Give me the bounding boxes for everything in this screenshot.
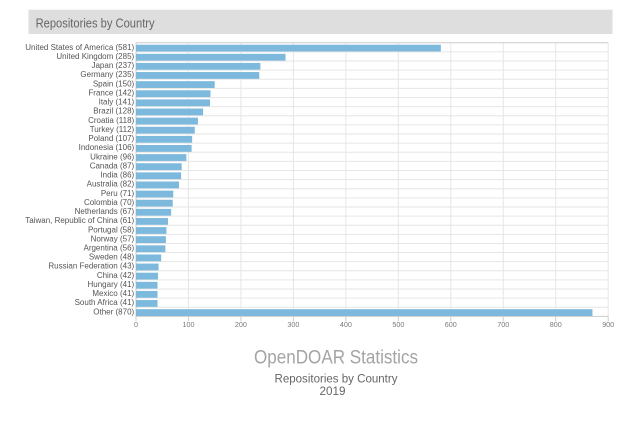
svg-text:Brazil (128): Brazil (128) — [93, 107, 134, 116]
svg-text:Other (870): Other (870) — [93, 307, 134, 316]
svg-text:Canada (87): Canada (87) — [90, 161, 135, 170]
svg-text:Japan (237): Japan (237) — [91, 61, 134, 70]
svg-text:United Kingdom (285): United Kingdom (285) — [56, 52, 134, 61]
svg-text:Turkey (112): Turkey (112) — [90, 125, 135, 134]
svg-text:Hungary (41): Hungary (41) — [88, 280, 135, 289]
svg-text:500: 500 — [392, 320, 404, 329]
svg-text:OpenDOAR Statistics: OpenDOAR Statistics — [254, 348, 418, 369]
svg-text:Croatia (118): Croatia (118) — [88, 116, 134, 125]
svg-text:800: 800 — [550, 320, 562, 329]
svg-text:South Africa (41): South Africa (41) — [75, 298, 135, 307]
svg-text:Indonesia (106): Indonesia (106) — [79, 143, 135, 152]
svg-text:Peru (71): Peru (71) — [101, 189, 135, 198]
svg-text:France (142): France (142) — [88, 88, 134, 97]
svg-text:Germany (235): Germany (235) — [80, 70, 134, 79]
svg-text:Taiwan, Republic of China (61): Taiwan, Republic of China (61) — [25, 216, 134, 225]
svg-text:Mexico (41): Mexico (41) — [92, 289, 134, 298]
svg-text:Colombia (70): Colombia (70) — [84, 198, 135, 207]
svg-text:600: 600 — [445, 320, 457, 329]
svg-text:Spain (150): Spain (150) — [93, 79, 135, 88]
svg-text:Netherlands (67): Netherlands (67) — [75, 207, 135, 216]
svg-text:India (86): India (86) — [100, 171, 134, 180]
svg-text:Portugal (58): Portugal (58) — [88, 225, 135, 234]
svg-text:Poland (107): Poland (107) — [88, 134, 134, 143]
svg-text:0: 0 — [134, 320, 138, 329]
svg-text:100: 100 — [182, 320, 194, 329]
svg-text:900: 900 — [602, 320, 614, 329]
svg-text:400: 400 — [340, 320, 352, 329]
svg-text:Ukraine (96): Ukraine (96) — [90, 152, 134, 161]
svg-text:Russian Federation (43): Russian Federation (43) — [48, 262, 134, 271]
svg-text:China (42): China (42) — [97, 271, 135, 280]
svg-text:Norway (57): Norway (57) — [91, 234, 135, 243]
svg-text:Repositories by Country: Repositories by Country — [275, 374, 398, 386]
svg-text:Repositories by Country: Repositories by Country — [36, 16, 156, 30]
svg-text:300: 300 — [287, 320, 299, 329]
svg-text:Argentina (56): Argentina (56) — [83, 244, 134, 253]
svg-text:Sweden (48): Sweden (48) — [89, 253, 135, 262]
svg-text:Italy (141): Italy (141) — [99, 98, 135, 107]
svg-text:Australia (82): Australia (82) — [87, 180, 135, 189]
svg-text:200: 200 — [235, 320, 247, 329]
svg-text:2019: 2019 — [320, 386, 346, 398]
svg-text:700: 700 — [497, 320, 509, 329]
svg-text:United States of America (581): United States of America (581) — [25, 43, 134, 52]
